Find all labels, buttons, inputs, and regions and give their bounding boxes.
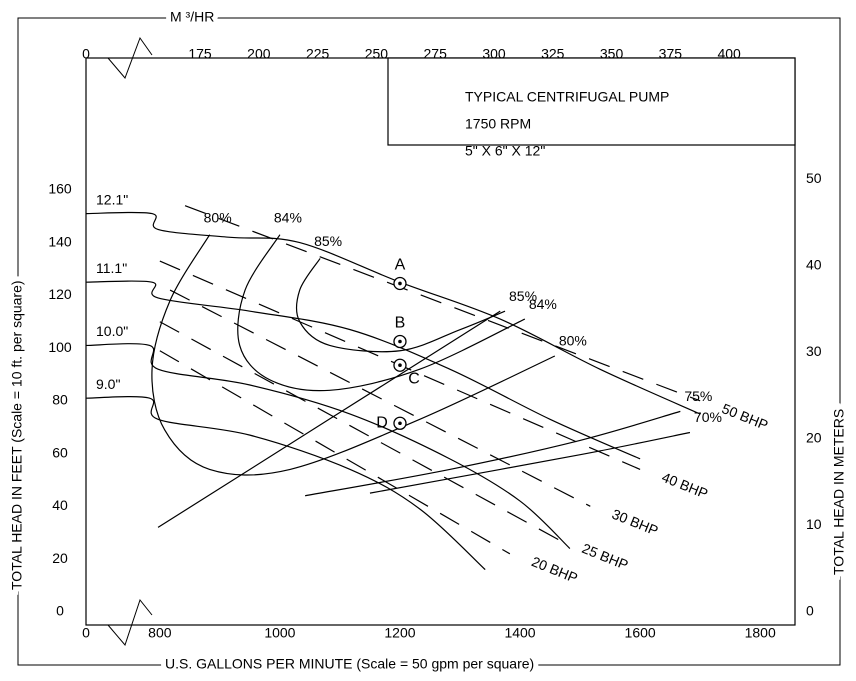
x2-tick-label: 275 [424, 46, 448, 62]
point-label: B [395, 315, 406, 332]
efficiency-label: 80% [559, 333, 587, 349]
x2-tick-label: 300 [482, 46, 506, 62]
efficiency-label: 85% [509, 288, 537, 304]
axis-break [107, 36, 153, 79]
x2-tick-label: 200 [247, 46, 271, 62]
impeller-label: 9.0" [96, 376, 120, 392]
y-tick-label: 160 [48, 181, 72, 197]
curve [295, 258, 506, 353]
y2-tick-label: 0 [806, 603, 814, 619]
x-tick-label: 800 [148, 625, 172, 641]
y-tick-label: 0 [56, 603, 64, 619]
y-tick-label: 120 [48, 286, 72, 302]
y-tick-label: 60 [52, 444, 68, 460]
y2-axis-title: TOTAL HEAD IN METERS [831, 409, 847, 575]
x-tick-label: 0 [82, 625, 90, 641]
curve [85, 343, 571, 549]
y2-tick-label: 10 [806, 516, 822, 532]
y2-tick-label: 30 [806, 343, 822, 359]
x-tick-label: 1600 [625, 625, 656, 641]
y-tick-label: 40 [52, 497, 68, 513]
curve [85, 280, 641, 460]
x-tick-label: 1400 [504, 625, 535, 641]
operating-point-dot [398, 281, 402, 286]
operating-point-dot [398, 421, 402, 426]
y-tick-label: 20 [52, 550, 68, 566]
x2-tick-label: 0 [82, 46, 90, 62]
y2-tick-label: 20 [806, 429, 822, 445]
efficiency-label: 85% [314, 233, 342, 249]
curve [305, 410, 681, 497]
y-tick-label: 80 [52, 392, 68, 408]
curve [369, 431, 691, 494]
curve [157, 310, 501, 528]
box-line: TYPICAL CENTRIFUGAL PUMP [465, 89, 669, 105]
curve [237, 234, 526, 392]
power-line [184, 205, 701, 402]
power-label: 30 BHP [610, 506, 661, 539]
x2-tick-label: 225 [306, 46, 330, 62]
box-line: 1750 RPM [465, 116, 531, 132]
efficiency-label: 84% [274, 209, 302, 225]
point-label: A [395, 257, 406, 274]
x-tick-label: 1800 [745, 625, 776, 641]
power-line [169, 289, 591, 507]
power-label: 50 BHP [720, 400, 771, 433]
box-line: 5" X 6" X 12" [465, 143, 545, 159]
impeller-label: 12.1" [96, 191, 128, 207]
operating-point-dot [398, 339, 402, 344]
axis-break [107, 598, 153, 646]
y-tick-label: 100 [48, 339, 72, 355]
y2-tick-label: 40 [806, 256, 822, 272]
y-axis-title: TOTAL HEAD IN FEET (Scale = 10 ft. per s… [9, 280, 25, 590]
efficiency-label: 80% [204, 209, 232, 225]
power-label: 20 BHP [529, 553, 580, 586]
power-label: 40 BHP [660, 469, 711, 502]
x2-tick-label: 400 [717, 46, 741, 62]
power-line [159, 350, 511, 555]
curve [85, 211, 701, 415]
efficiency-label: 84% [529, 296, 557, 312]
point-label: D [376, 414, 388, 431]
impeller-label: 11.1" [96, 260, 127, 276]
efficiency-label: 75% [684, 388, 712, 404]
point-label: C [408, 370, 420, 387]
x2-tick-label: 325 [541, 46, 565, 62]
x2-tick-label: 375 [659, 46, 683, 62]
curve [85, 396, 486, 571]
x2-tick-label: 250 [365, 46, 389, 62]
x-tick-label: 1200 [384, 625, 415, 641]
efficiency-label: 70% [694, 409, 722, 425]
outer-frame [17, 17, 841, 666]
power-line [159, 321, 561, 542]
x2-tick-label: 175 [188, 46, 212, 62]
y-tick-label: 140 [48, 233, 72, 249]
power-label: 25 BHP [580, 540, 631, 573]
x2-axis-title: M ³/HR [170, 9, 214, 25]
x2-tick-label: 350 [600, 46, 624, 62]
title-box [387, 57, 796, 146]
impeller-label: 10.0" [96, 323, 128, 339]
curve [151, 234, 556, 476]
x-tick-label: 1000 [264, 625, 295, 641]
x-axis-title: U.S. GALLONS PER MINUTE (Scale = 50 gpm … [165, 656, 534, 672]
operating-point-dot [398, 363, 402, 368]
y2-tick-label: 50 [806, 170, 822, 186]
